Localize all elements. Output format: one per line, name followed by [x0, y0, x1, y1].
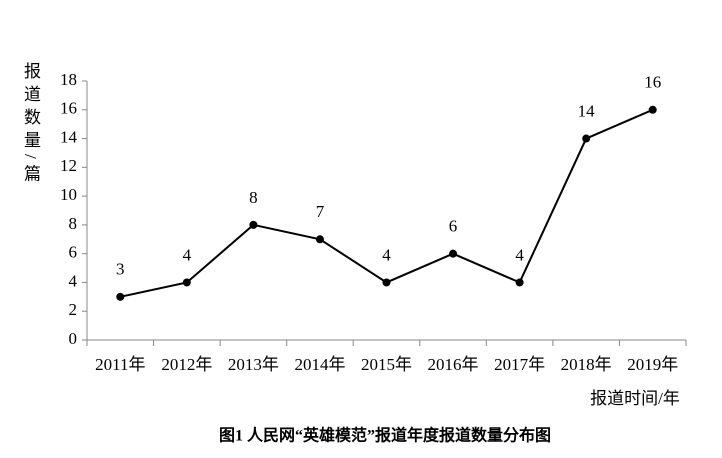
- x-axis-label: 报道时间/年: [590, 389, 680, 408]
- point: [582, 134, 591, 143]
- x-tick-label: 2019年: [627, 355, 678, 374]
- x-tick-label: 2018年: [561, 355, 612, 374]
- y-tick-label: 6: [69, 243, 78, 262]
- y-tick-label: 0: [69, 329, 78, 348]
- y-tick-label: 4: [69, 271, 78, 290]
- point: [515, 278, 524, 287]
- data-label: 8: [249, 188, 258, 207]
- y-tick-label: 2: [69, 300, 78, 319]
- data-label: 7: [316, 202, 325, 221]
- y-tick-label: 18: [60, 70, 77, 89]
- x-tick-label: 2015年: [361, 355, 412, 374]
- y-tick-label: 16: [60, 99, 77, 118]
- data-label: 16: [644, 73, 661, 92]
- point: [249, 220, 258, 229]
- data-label: 4: [515, 245, 524, 264]
- y-tick-label: 8: [69, 214, 78, 233]
- x-tick-label: 2017年: [494, 355, 545, 374]
- y-tick-label: 14: [60, 127, 78, 146]
- y-tick-label: 10: [60, 185, 77, 204]
- x-tick-label: 2012年: [161, 355, 212, 374]
- point: [382, 278, 391, 287]
- y-axis-label: 报道数量/篇: [21, 62, 40, 188]
- data-label: 6: [449, 217, 458, 236]
- data-label: 4: [382, 245, 391, 264]
- point: [116, 292, 125, 301]
- point: [315, 235, 324, 244]
- x-tick-label: 2011年: [95, 355, 145, 374]
- line: [120, 108, 654, 298]
- data-label: 3: [116, 260, 125, 279]
- x-tick-label: 2014年: [294, 355, 345, 374]
- chart-caption: 图1 人民网“英雄模范”报道年度报道数量分布图: [219, 426, 551, 445]
- y-tick-label: 12: [60, 156, 77, 175]
- x-tick-label: 2016年: [428, 355, 479, 374]
- data-label: 4: [183, 245, 192, 264]
- data-label: 14: [578, 101, 596, 120]
- x-tick-label: 2013年: [228, 355, 279, 374]
- point: [449, 249, 458, 258]
- point: [648, 105, 657, 114]
- point: [182, 278, 191, 287]
